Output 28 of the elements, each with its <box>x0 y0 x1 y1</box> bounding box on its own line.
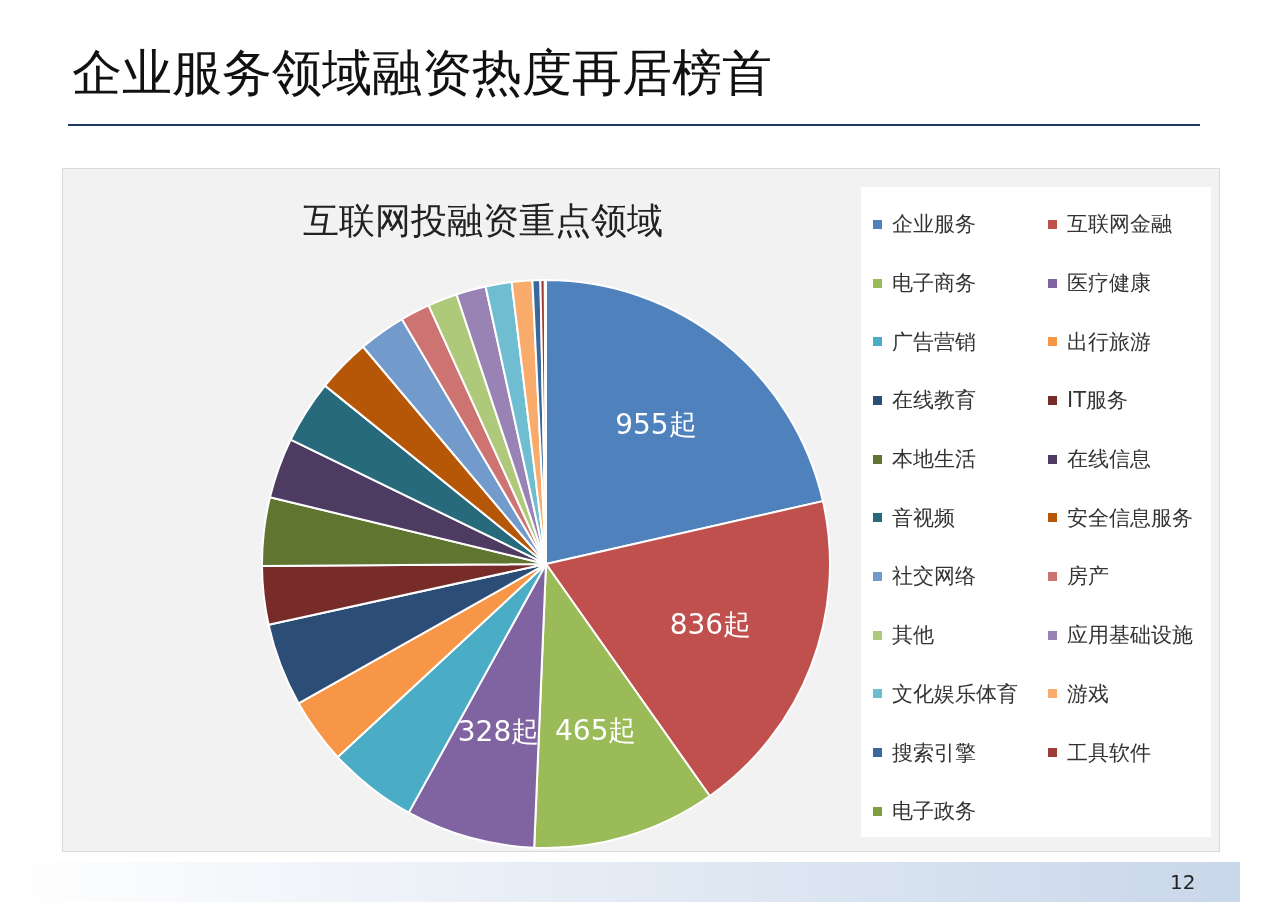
text: 12 <box>1170 870 1196 894</box>
legend-label: IT服务 <box>1067 387 1129 415</box>
legend-label: 游戏 <box>1067 680 1109 708</box>
legend-label: 在线信息 <box>1067 446 1151 474</box>
data-label: 465起 <box>555 714 637 748</box>
legend-label: 应用基础设施 <box>1067 622 1193 650</box>
legend-label: 安全信息服务 <box>1067 504 1193 532</box>
legend-label: 本地生活 <box>892 446 976 474</box>
legend-label: 房产 <box>1067 563 1109 591</box>
legend-label: 其他 <box>892 622 934 650</box>
legend-label: 文化娱乐体育 <box>892 680 1018 708</box>
legend-label: 电子商务 <box>892 270 976 298</box>
chart-subtitle: 互联网投融资重点领域 <box>303 199 663 243</box>
legend-label: 医疗健康 <box>1067 270 1151 298</box>
legend-label: 音视频 <box>892 504 955 532</box>
legend-label: 电子政务 <box>892 798 976 826</box>
legend-label: 社交网络 <box>892 563 976 591</box>
legend-label: 广告营销 <box>892 328 976 356</box>
chart-title: 企业服务领域融资热度再居榜首 <box>72 43 772 104</box>
data-label: 836起 <box>669 608 752 642</box>
legend-label: 在线教育 <box>892 387 976 415</box>
legend-label: 企业服务 <box>892 211 976 239</box>
legend-label: 搜索引擎 <box>892 739 976 767</box>
legend-label: 工具软件 <box>1067 739 1151 767</box>
data-label: 328起 <box>457 714 540 748</box>
legend-label: 出行旅游 <box>1067 328 1151 356</box>
data-label: 955起 <box>615 407 697 441</box>
legend-label: 互联网金融 <box>1067 211 1172 239</box>
